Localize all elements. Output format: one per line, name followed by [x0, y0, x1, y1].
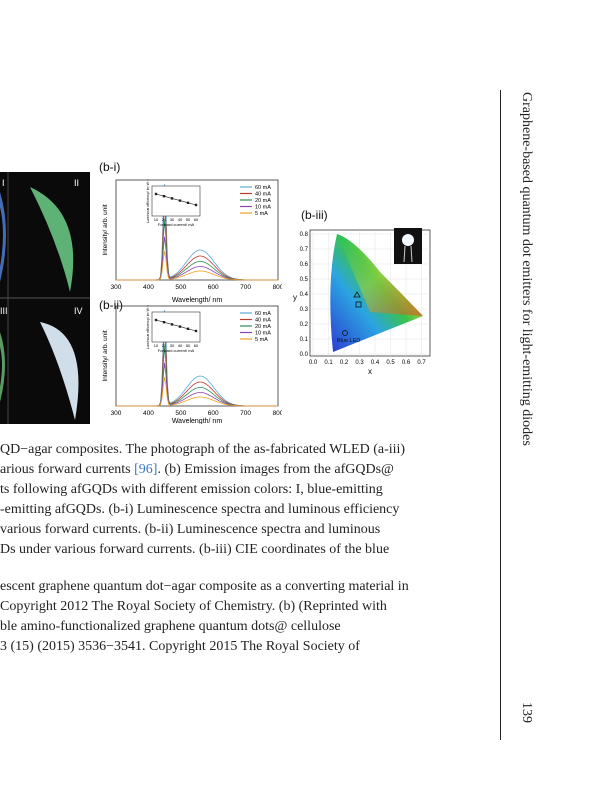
spectrum-series-line — [116, 251, 278, 281]
quadrant-label-i: I — [2, 178, 5, 188]
inset-x-tick-label: 10 — [154, 343, 159, 348]
caption-line: -emitting afGQDs. (b-i) Luminescence spe… — [0, 502, 400, 517]
cie-x-tick-label: 0.0 — [309, 360, 318, 366]
inset-point — [194, 329, 198, 333]
quadrant-label-iv: IV — [74, 306, 83, 316]
x-tick-label: 600 — [208, 410, 219, 417]
cie-x-tick-label: 0.5 — [386, 360, 395, 366]
cie-y-tick-label: 0.5 — [300, 277, 309, 283]
page-number: 139 — [519, 702, 534, 723]
inset-x-tick-label: 30 — [170, 343, 175, 348]
caption-line: ts following afGQDs with different emiss… — [0, 482, 383, 497]
cie-y-tick-label: 0.6 — [300, 262, 309, 268]
quadrant-label-ii: II — [74, 178, 79, 188]
cie-point-square — [355, 301, 362, 308]
x-tick-label: 800 — [273, 410, 282, 417]
spectrum-series-line — [116, 362, 278, 407]
panel-label-b-iii: (b-iii) — [301, 208, 328, 222]
cie-x-tick-label: 0.3 — [355, 360, 364, 366]
cie-y-axis-label: y — [293, 293, 297, 302]
legend-entry: 5 mA — [255, 337, 268, 343]
inset-y-axis-label: Luminous efficiency/ lm·W⁻¹ — [146, 178, 150, 223]
legend-entry: 5 mA — [255, 211, 268, 217]
caption-text: . (b) Emission images from the afGQDs@ — [157, 462, 394, 477]
x-tick-label: 700 — [240, 284, 251, 291]
cie-x-tick-label: 0.7 — [417, 360, 426, 366]
cie-x-tick-label: 0.2 — [340, 360, 349, 366]
running-head: Graphene-based quantum dot emitters for … — [519, 92, 534, 446]
legend-entry: 60 mA — [255, 311, 271, 317]
cie-y-tick-label: 0.2 — [300, 322, 309, 328]
cie-x-tick-label: 0.6 — [402, 360, 411, 366]
blue-led-label: Blue LED — [337, 338, 360, 344]
cie-y-tick-label: 0.1 — [300, 337, 309, 343]
x-axis-label: Wavelength/ nm — [172, 418, 222, 424]
caption-line: QD−agar composites. The photograph of th… — [0, 442, 406, 457]
cie-x-tick-label: 0.1 — [324, 360, 333, 366]
credit-line: escent graphene quantum dot−agar composi… — [0, 579, 409, 594]
cie-chromaticity-chart: Blue LED 0.0 0.1 0.2 0.3 0.4 0.5 0.6 0.7 0.0 0.1… — [293, 228, 431, 376]
legend-entry: 10 mA — [255, 205, 271, 211]
inset-x-tick-label: 30 — [170, 217, 175, 222]
x-tick-label: 500 — [175, 284, 186, 291]
margin-rule — [500, 90, 501, 740]
reference-link[interactable]: [96] — [134, 462, 158, 477]
x-tick-label: 700 — [240, 410, 251, 417]
spectrum-series-line — [116, 236, 278, 281]
inset-x-tick-label: 50 — [186, 343, 191, 348]
x-tick-label: 400 — [143, 284, 154, 291]
inset-x-tick-label: 60 — [194, 217, 199, 222]
x-axis-label: Wavelength/ nm — [172, 297, 222, 304]
x-tick-label: 500 — [175, 410, 186, 417]
cie-y-tick-label: 0.0 — [300, 352, 309, 358]
inset-y-axis-label: Luminous efficiency/ lm·W⁻¹ — [146, 304, 150, 349]
inset-x-tick-label: 10 — [154, 217, 159, 222]
x-tick-label: 600 — [208, 284, 219, 291]
cie-y-tick-label: 0.7 — [300, 247, 309, 253]
y-axis-label: Intensity/ arb. unit — [102, 330, 109, 381]
legend-entry: 40 mA — [255, 192, 271, 198]
cie-x-tick-label: 0.4 — [371, 360, 380, 366]
legend-entry: 20 mA — [255, 198, 271, 204]
wled-photograph: I II III IV — [0, 172, 90, 424]
caption-text: arious forward currents — [0, 462, 135, 477]
inset-x-tick-label: 40 — [178, 217, 183, 222]
quadrant-label-iii: III — [0, 306, 8, 316]
cie-y-tick-label: 0.8 — [300, 232, 309, 238]
panel-label-b-i: (b-i) — [99, 160, 121, 174]
caption-line: Ds under various forward currents. (b-ii… — [0, 542, 390, 557]
spectrum-series-line — [116, 377, 278, 407]
caption-line: arious forward currents [96]. (b) Emissi… — [0, 460, 500, 480]
inset-x-axis-label: Forward current/ mA — [158, 222, 195, 227]
inset-x-tick-label: 50 — [186, 217, 191, 222]
cie-point-triangle — [353, 291, 361, 298]
inset-x-tick-label: 40 — [178, 343, 183, 348]
x-tick-label: 400 — [143, 410, 154, 417]
legend-entry: 40 mA — [255, 318, 271, 324]
legend-entry: 60 mA — [255, 185, 271, 191]
cie-y-tick-label: 0.4 — [300, 292, 309, 298]
legend-entry: 20 mA — [255, 324, 271, 330]
credit-line: ble amino-functionalized graphene quantu… — [0, 619, 341, 634]
cie-point-blue-led — [342, 330, 348, 336]
x-tick-label: 300 — [111, 284, 122, 291]
inset-point — [194, 203, 198, 207]
inset-x-tick-label: 20 — [162, 217, 167, 222]
credit-line: Copyright 2012 The Royal Society of Chem… — [0, 599, 387, 614]
cie-x-axis-label: x — [368, 367, 372, 376]
x-tick-label: 800 — [273, 284, 282, 291]
cie-y-tick-label: 0.3 — [300, 307, 309, 313]
caption-line: various forward currents. (b-ii) Lumines… — [0, 522, 381, 537]
panel-label-b-ii: (b-ii) — [99, 298, 123, 312]
inset-x-tick-label: 20 — [162, 343, 167, 348]
x-tick-label: 300 — [111, 410, 122, 417]
inset-x-axis-label: Forward current/ mA — [158, 348, 195, 353]
legend-entry: 10 mA — [255, 331, 271, 337]
credit-line: 3 (15) (2015) 3536−3541. Copyright 2015 … — [0, 639, 360, 654]
y-axis-label: Intensity/ arb. unit — [102, 204, 109, 255]
inset-x-tick-label: 60 — [194, 343, 199, 348]
